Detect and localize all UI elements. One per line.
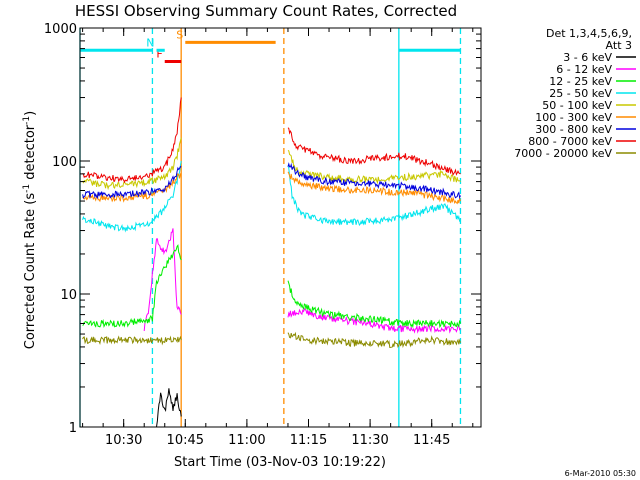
legend-header-line-2: Att 3 bbox=[606, 39, 632, 52]
series-line-12-25-kev-1 bbox=[287, 280, 461, 329]
y-axis-label: Corrected Count Rate (s-1 detector-1) bbox=[22, 111, 38, 349]
series-line-25-50-kev-1 bbox=[287, 165, 461, 226]
x-tick-label: 10:45 bbox=[167, 433, 204, 448]
y-tick-label: 10 bbox=[60, 288, 77, 303]
series-line-800-7000-kev-1 bbox=[287, 127, 461, 176]
plot-frame bbox=[79, 27, 482, 428]
x-tick-label: 11:45 bbox=[413, 433, 450, 448]
annotation-label-s: S bbox=[176, 28, 183, 41]
legend-label-6-12-kev: 6 - 12 keV bbox=[556, 63, 612, 76]
legend-label-100-300-kev: 100 - 300 keV bbox=[535, 111, 612, 124]
series-line-800-7000-kev-0 bbox=[82, 97, 182, 184]
x-axis-label: Start Time (03-Nov-03 10:19:22) bbox=[174, 455, 386, 470]
series-line-12-25-kev-0 bbox=[82, 244, 182, 328]
series-line-6-12-kev-1 bbox=[287, 307, 461, 334]
y-tick-label: 100 bbox=[52, 155, 77, 170]
legend-label-7000-20000-kev: 7000 - 20000 keV bbox=[514, 147, 612, 160]
axes-layer: 10:30 10:45 11:00 11:15 11:30 11:45 1 10 100 1000 bbox=[44, 22, 481, 448]
data-layer: FN S bbox=[79, 28, 462, 428]
legend-label-12-25-kev: 12 - 25 keV bbox=[549, 75, 612, 88]
x-tick-label: 11:00 bbox=[228, 433, 265, 448]
series-line-3-6-kev-0 bbox=[156, 388, 182, 428]
series-line-6-12-kev-0 bbox=[143, 228, 182, 332]
x-tick-label: 10:30 bbox=[105, 433, 142, 448]
annotation-label-f: F bbox=[156, 47, 162, 60]
x-tick-label: 11:15 bbox=[290, 433, 327, 448]
y-tick-label: 1 bbox=[69, 421, 77, 436]
series-line-300-800-kev-1 bbox=[287, 162, 461, 200]
y-tick-label: 1000 bbox=[44, 22, 77, 37]
legend-label-800-7000-kev: 800 - 7000 keV bbox=[528, 135, 612, 148]
legend-label-3-6-kev: 3 - 6 keV bbox=[563, 51, 612, 64]
legend-label-300-800-kev: 300 - 800 keV bbox=[535, 123, 612, 136]
date-stamp: 6-Mar-2010 05:30 bbox=[565, 469, 636, 478]
series-line-7000-20000-kev-0 bbox=[82, 335, 182, 346]
series-line-7000-20000-kev-1 bbox=[287, 331, 461, 349]
legend-label-50-100-kev: 50 - 100 keV bbox=[542, 99, 612, 112]
series-line-25-50-kev-0 bbox=[82, 160, 182, 233]
legend-header-line-1: Det 1,3,4,5,6,9, bbox=[546, 27, 632, 40]
annotation-label-n: N bbox=[146, 36, 154, 49]
series-line-100-300-kev-1 bbox=[287, 171, 461, 205]
chart-title: HESSI Observing Summary Count Rates, Cor… bbox=[75, 2, 457, 20]
series-line-50-100-kev-0 bbox=[82, 137, 182, 191]
x-tick-label: 11:30 bbox=[351, 433, 388, 448]
legend-label-25-50-kev: 25 - 50 keV bbox=[549, 87, 612, 100]
series-line-300-800-kev-0 bbox=[82, 165, 182, 200]
